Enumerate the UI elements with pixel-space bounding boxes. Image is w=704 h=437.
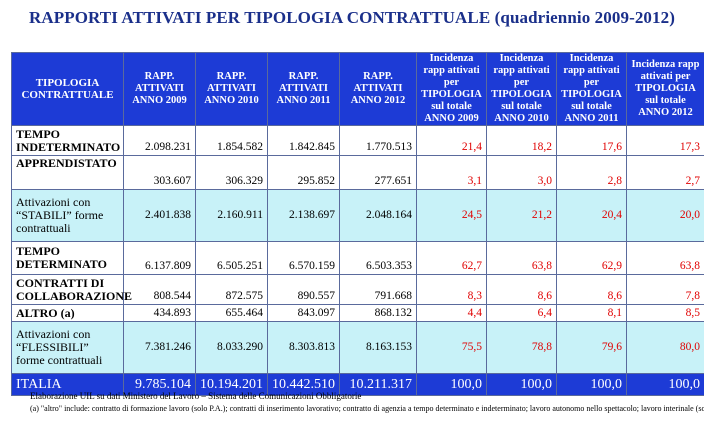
row-label: TEMPO DETERMINATO	[11, 241, 124, 275]
total-percent-cell: 100,0	[626, 373, 704, 396]
header-category: TIPOLOGIA CONTRATTUALE	[11, 52, 124, 126]
percent-cell: 78,8	[486, 321, 557, 374]
percent-cell: 79,6	[556, 321, 627, 374]
percent-cell: 8,1	[556, 304, 627, 322]
header-incidenza-2009: Incidenza rapp attivati per TIPOLOGIA su…	[416, 52, 487, 126]
percent-cell: 63,8	[626, 241, 704, 275]
table-cell: 8.033.290	[195, 321, 268, 374]
table-cell: 2.138.697	[267, 189, 340, 242]
data-table-container: TIPOLOGIA CONTRATTUALE RAPP. ATTIVATI AN…	[11, 52, 704, 396]
table-cell: 791.668	[339, 274, 417, 305]
percent-cell: 63,8	[486, 241, 557, 275]
percent-cell: 21,2	[486, 189, 557, 242]
percent-cell: 4,4	[416, 304, 487, 322]
percent-cell: 3,0	[486, 155, 557, 190]
table-cell: 8.163.153	[339, 321, 417, 374]
page-title: RAPPORTI ATTIVATI PER TIPOLOGIA CONTRATT…	[28, 8, 675, 27]
percent-cell: 18,2	[486, 125, 557, 156]
percent-cell: 21,4	[416, 125, 487, 156]
table-cell: 2.048.164	[339, 189, 417, 242]
footnote-a: (a) "altro" include: contratto di formaz…	[30, 404, 704, 413]
table-cell: 2.401.838	[123, 189, 196, 242]
percent-cell: 20,4	[556, 189, 627, 242]
percent-cell: 8,3	[416, 274, 487, 305]
table-cell: 303.607	[123, 155, 196, 190]
data-table: TIPOLOGIA CONTRATTUALE RAPP. ATTIVATI AN…	[11, 52, 704, 396]
total-cell: 10.194.201	[195, 373, 268, 396]
row-label: CONTRATTI DI COLLABORAZIONE	[11, 274, 132, 305]
table-cell: 6.570.159	[267, 241, 340, 275]
percent-cell: 2,8	[556, 155, 627, 190]
percent-cell: 3,1	[416, 155, 487, 190]
table-cell: 868.132	[339, 304, 417, 322]
row-label: ALTRO (a)	[11, 304, 124, 322]
percent-cell: 2,7	[626, 155, 704, 190]
table-cell: 1.854.582	[195, 125, 268, 156]
percent-cell: 75,5	[416, 321, 487, 374]
table-cell: 6.503.353	[339, 241, 417, 275]
total-percent-cell: 100,0	[416, 373, 487, 396]
percent-cell: 80,0	[626, 321, 704, 374]
percent-cell: 17,3	[626, 125, 704, 156]
table-row: TEMPO INDETERMINATO 2.098.231 1.854.582 …	[11, 125, 704, 156]
table-cell: 2.098.231	[123, 125, 196, 156]
table-cell: 843.097	[267, 304, 340, 322]
source-note: Elaborazione UIL su dati Ministero del L…	[30, 391, 362, 401]
table-cell: 306.329	[195, 155, 268, 190]
header-incidenza-2012: Incidenza rapp attivati per TIPOLOGIA su…	[626, 52, 704, 126]
table-cell: 1.770.513	[339, 125, 417, 156]
table-cell: 2.160.911	[195, 189, 268, 242]
table-cell: 6.505.251	[195, 241, 268, 275]
table-cell: 295.852	[267, 155, 340, 190]
row-label: TEMPO INDETERMINATO	[11, 125, 124, 156]
table-cell: 890.557	[267, 274, 340, 305]
total-percent-cell: 100,0	[556, 373, 627, 396]
table-cell: 434.893	[123, 304, 196, 322]
percent-cell: 62,9	[556, 241, 627, 275]
table-cell: 808.544	[123, 274, 196, 305]
total-cell: 10.442.510	[267, 373, 340, 396]
total-percent-cell: 100,0	[486, 373, 557, 396]
table-cell: 8.303.813	[267, 321, 340, 374]
table-cell: 655.464	[195, 304, 268, 322]
percent-cell: 7,8	[626, 274, 704, 305]
table-cell: 1.842.845	[267, 125, 340, 156]
row-label: Attivazioni con “FLESSIBILI” forme contr…	[11, 321, 124, 374]
header-row: TIPOLOGIA CONTRATTUALE RAPP. ATTIVATI AN…	[11, 52, 704, 126]
header-rapp-2012: RAPP. ATTIVATI ANNO 2012	[339, 52, 417, 126]
total-cell: 10.211.317	[339, 373, 417, 396]
table-cell: 6.137.809	[123, 241, 196, 275]
percent-cell: 8,6	[556, 274, 627, 305]
percent-cell: 20,0	[626, 189, 704, 242]
percent-cell: 24,5	[416, 189, 487, 242]
header-incidenza-2010: Incidenza rapp attivati per TIPOLOGIA su…	[486, 52, 557, 126]
header-rapp-2010: RAPP. ATTIVATI ANNO 2010	[195, 52, 268, 126]
table-row: Attivazioni con “STABILI” forme contratt…	[11, 189, 704, 242]
header-incidenza-2011: Incidenza rapp attivati per TIPOLOGIA su…	[556, 52, 627, 126]
table-row: APPRENDISTATO 303.607 306.329 295.852 27…	[11, 155, 704, 190]
total-row: ITALIA 9.785.104 10.194.201 10.442.510 1…	[11, 373, 704, 396]
percent-cell: 6,4	[486, 304, 557, 322]
percent-cell: 8,5	[626, 304, 704, 322]
table-row: ALTRO (a) 434.893 655.464 843.097 868.13…	[11, 304, 704, 322]
percent-cell: 17,6	[556, 125, 627, 156]
row-label: ITALIA	[11, 373, 124, 396]
table-row: Attivazioni con “FLESSIBILI” forme contr…	[11, 321, 704, 374]
table-row: CONTRATTI DI COLLABORAZIONE 808.544 872.…	[11, 274, 704, 305]
table-row: TEMPO DETERMINATO 6.137.809 6.505.251 6.…	[11, 241, 704, 275]
table-cell: 7.381.246	[123, 321, 196, 374]
percent-cell: 62,7	[416, 241, 487, 275]
header-rapp-2011: RAPP. ATTIVATI ANNO 2011	[267, 52, 340, 126]
total-cell: 9.785.104	[123, 373, 196, 396]
header-rapp-2009: RAPP. ATTIVATI ANNO 2009	[123, 52, 196, 126]
percent-cell: 8,6	[486, 274, 557, 305]
table-cell: 872.575	[195, 274, 268, 305]
row-label: APPRENDISTATO	[11, 155, 124, 190]
row-label: Attivazioni con “STABILI” forme contratt…	[11, 189, 124, 242]
table-cell: 277.651	[339, 155, 417, 190]
